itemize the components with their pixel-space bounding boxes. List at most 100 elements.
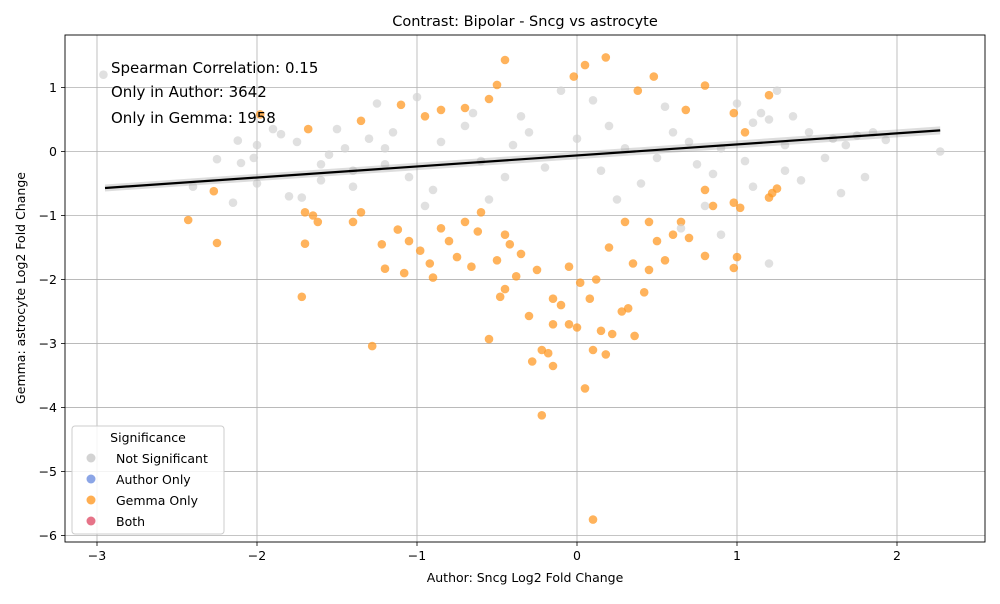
y-tick-label: 1 [49,80,57,95]
x-axis-label: Author: Sncg Log2 Fold Change [427,570,624,585]
point-gemma-only [607,329,617,339]
point-gemma-only [367,341,377,351]
point-gemma-only [700,251,710,261]
point-gemma-only [380,264,390,274]
y-tick-label: 0 [49,144,57,159]
point-gemma-only [633,86,643,95]
point-gemma-only [356,208,366,217]
point-gemma-only [585,294,595,304]
point-not-significant [836,188,846,198]
point-not-significant [740,156,750,166]
point-gemma-only [676,217,686,227]
point-gemma-only [303,124,313,134]
point-not-significant [572,134,582,143]
point-not-significant [99,70,108,79]
point-gemma-only [644,217,654,227]
point-not-significant [652,153,662,163]
point-gemma-only [623,304,633,313]
point-not-significant [268,124,278,134]
point-not-significant [276,129,286,139]
annotation-gemma-only: Only in Gemma: 1958 [111,109,276,127]
point-gemma-only [495,292,505,302]
point-gemma-only [444,236,454,246]
point-not-significant [620,144,630,153]
point-gemma-only [588,515,598,524]
point-not-significant [636,179,646,188]
point-not-significant [524,128,534,137]
point-not-significant [372,99,382,108]
point-gemma-only [668,230,678,239]
point-gemma-only [772,184,782,193]
point-gemma-only [729,198,739,207]
point-gemma-only [639,288,649,297]
point-gemma-only [543,348,553,358]
point-gemma-only [255,110,265,119]
point-gemma-only [452,252,462,262]
regression-line [104,129,941,190]
point-gemma-only [500,284,510,294]
point-not-significant [316,160,326,169]
x-tick-label: −3 [88,548,106,563]
legend-label-gemma-only: Gemma Only [116,493,199,508]
point-gemma-only [649,72,659,81]
point-not-significant [484,195,494,204]
legend-label-not-significant: Not Significant [116,451,208,466]
point-gemma-only [425,259,435,268]
point-not-significant [748,182,758,191]
x-tick-label: 1 [733,548,741,563]
point-gemma-only [556,300,566,310]
point-gemma-only [297,292,307,302]
point-gemma-only [548,294,558,304]
point-not-significant [692,160,702,169]
point-not-significant [935,147,945,156]
point-not-significant [820,153,830,163]
y-tick-label: −2 [39,272,57,287]
point-not-significant [716,230,726,239]
point-gemma-only [580,60,590,70]
point-not-significant [340,144,350,153]
legend-marker-gemma-only [86,495,96,505]
point-gemma-only [740,128,750,137]
point-not-significant [412,92,422,102]
point-not-significant [292,137,302,147]
regression-line-layer [104,126,941,192]
point-gemma-only [708,201,718,211]
point-not-significant [324,150,334,159]
point-not-significant [428,185,438,195]
point-not-significant [684,137,694,147]
point-not-significant [297,193,307,202]
point-not-significant [764,259,774,268]
point-gemma-only [732,252,742,262]
x-tick-label: −1 [408,548,426,563]
point-gemma-only [572,323,582,332]
point-gemma-only [660,255,670,265]
point-gemma-only [548,320,558,329]
legend-title: Significance [110,430,186,445]
data-points [99,53,945,524]
point-not-significant [364,134,374,143]
point-not-significant [468,108,478,118]
point-not-significant [780,166,790,175]
point-not-significant [228,198,238,207]
point-gemma-only [505,240,515,249]
point-gemma-only [484,94,494,104]
point-gemma-only [735,203,745,213]
point-not-significant [388,128,398,137]
y-tick-label: −3 [39,336,57,351]
point-gemma-only [604,243,614,252]
point-not-significant [249,153,259,163]
legend-marker-both [86,516,96,526]
point-not-significant [233,136,243,145]
point-not-significant [676,224,686,233]
point-not-significant [436,137,446,147]
point-gemma-only [537,345,547,355]
point-gemma-only [356,116,366,126]
point-not-significant [460,121,470,131]
point-gemma-only [209,186,219,196]
point-gemma-only [399,268,409,278]
point-gemma-only [492,255,502,265]
y-tick-label: −6 [39,528,57,543]
legend-label-author-only: Author Only [116,472,191,487]
point-not-significant [612,195,622,204]
point-gemma-only [548,361,558,371]
